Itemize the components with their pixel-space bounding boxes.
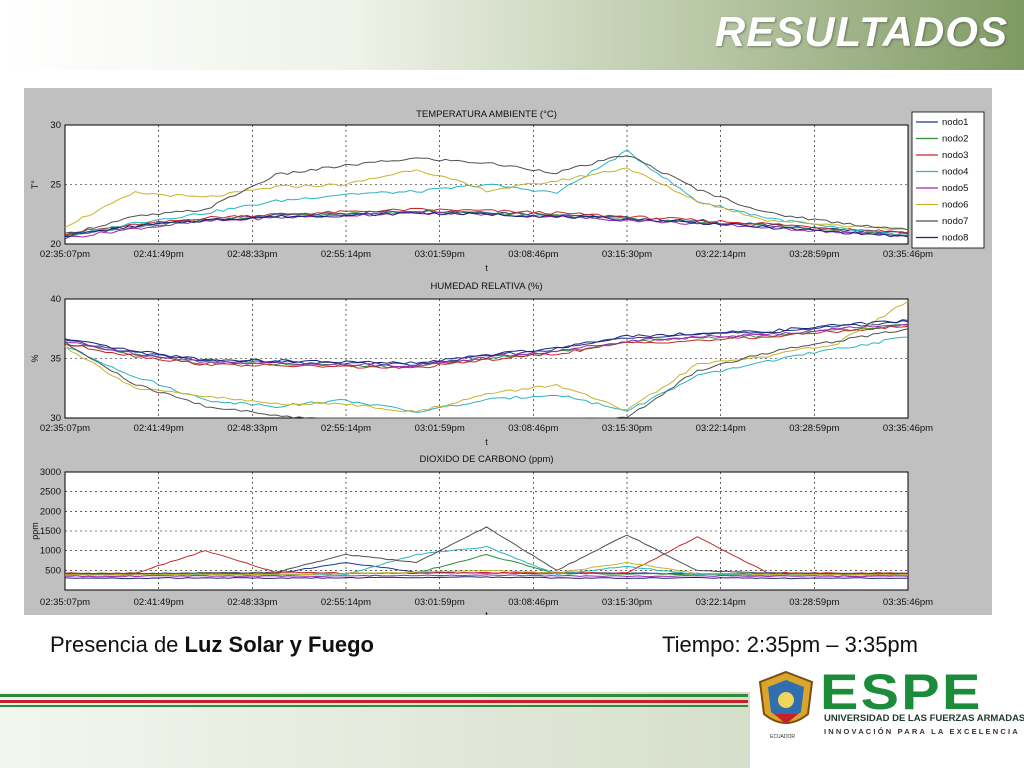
x-tick-label: 03:08:46pm	[508, 249, 558, 260]
y-tick-label: 1000	[40, 546, 61, 557]
espe-logo-text: ESPE	[820, 664, 983, 720]
footer-stripe-red	[0, 700, 748, 703]
legend-label-nodo3: nodo3	[942, 150, 968, 161]
legend-label-nodo2: nodo2	[942, 134, 968, 145]
x-tick-label: 03:28:59pm	[789, 249, 839, 260]
y-axis-label: ppm	[30, 522, 40, 540]
x-tick-label: 03:15:30pm	[602, 597, 652, 608]
x-tick-label: 03:01:59pm	[415, 597, 465, 608]
legend-label-nodo1: nodo1	[942, 117, 968, 128]
x-tick-label: 03:08:46pm	[508, 423, 558, 434]
legend-label-nodo8: nodo8	[942, 233, 968, 244]
x-tick-label: 02:41:49pm	[134, 597, 184, 608]
legend-label-nodo4: nodo4	[942, 167, 968, 178]
x-tick-label: 02:55:14pm	[321, 423, 371, 434]
x-tick-label: 03:15:30pm	[602, 423, 652, 434]
y-tick-label: 2000	[40, 506, 61, 517]
x-tick-label: 03:22:14pm	[696, 249, 746, 260]
series-line-nodo8	[64, 211, 909, 238]
series-line-nodo4	[64, 336, 909, 413]
series-line-nodo7	[64, 155, 909, 234]
charts-svg: 02:35:07pm 02:41:49pm 02:48:33pm 02:55:14pm…	[30, 109, 985, 615]
series-line-nodo6	[64, 300, 909, 413]
y-tick-label: 30	[50, 413, 61, 424]
chart-1: 02:35:07pm 02:41:49pm 02:48:33pm 02:55:14pm…	[30, 109, 985, 273]
series-line-nodo6	[64, 167, 909, 231]
x-tick-label: 02:35:07pm	[40, 423, 90, 434]
series-line-nodo7	[64, 526, 909, 575]
x-tick-label: 03:35:46pm	[883, 249, 933, 260]
series-line-nodo8	[64, 576, 908, 580]
chart-title: HUMEDAD RELATIVA (%)	[430, 281, 542, 292]
y-tick-label: 30	[50, 120, 61, 131]
chart-3: 02:35:07pm 02:41:49pm 02:48:33pm 02:55:14pm…	[30, 454, 933, 615]
y-tick-label: 3000	[40, 467, 61, 478]
series-line-nodo4	[64, 545, 909, 576]
crest-icon	[758, 670, 814, 724]
university-motto: INNOVACIÓN PARA LA EXCELENCIA	[824, 727, 1020, 736]
x-tick-label: 03:01:59pm	[415, 249, 465, 260]
series-line-nodo5	[64, 323, 909, 368]
series-line-nodo4	[64, 149, 909, 238]
x-tick-label: 03:28:59pm	[789, 597, 839, 608]
caption-bold: Luz Solar y Fuego	[184, 632, 374, 657]
footer-stripe-green	[0, 694, 748, 697]
series-line-nodo7	[64, 328, 909, 419]
slide-title: RESULTADOS	[714, 8, 1008, 55]
chart-title: TEMPERATURA AMBIENTE (°C)	[416, 109, 557, 120]
x-tick-label: 03:15:30pm	[602, 249, 652, 260]
x-tick-label: 03:22:14pm	[696, 423, 746, 434]
series-line-nodo3	[64, 207, 909, 236]
legend-label-nodo7: nodo7	[942, 216, 968, 227]
x-tick-label: 02:48:33pm	[227, 597, 277, 608]
x-tick-label: 03:08:46pm	[508, 597, 558, 608]
y-tick-label: 25	[50, 180, 61, 191]
x-axis-label: t	[485, 437, 488, 447]
series-line-nodo5	[64, 574, 909, 578]
y-tick-label: 2500	[40, 487, 61, 498]
caption-conditions: Presencia de Luz Solar y Fuego	[50, 632, 374, 658]
legend-box	[911, 111, 985, 249]
footer-stripe-green-2	[0, 705, 748, 707]
y-tick-label: 35	[50, 354, 61, 365]
x-tick-label: 03:28:59pm	[789, 423, 839, 434]
y-tick-label: 500	[45, 565, 61, 576]
caption-prefix: Presencia de	[50, 632, 185, 657]
x-tick-label: 02:35:07pm	[40, 249, 90, 260]
x-tick-label: 03:35:46pm	[883, 597, 933, 608]
x-tick-label: 02:48:33pm	[227, 249, 277, 260]
university-name: UNIVERSIDAD DE LAS FUERZAS ARMADAS	[824, 713, 1024, 724]
x-tick-label: 02:55:14pm	[321, 597, 371, 608]
y-axis-label: T°	[30, 180, 40, 189]
x-axis-label: t	[485, 610, 488, 615]
caption-time: Tiempo: 2:35pm – 3:35pm	[662, 632, 918, 657]
x-tick-label: 02:41:49pm	[134, 423, 184, 434]
x-tick-label: 02:35:07pm	[40, 597, 90, 608]
series-line-nodo8	[64, 319, 909, 365]
x-tick-label: 03:01:59pm	[415, 423, 465, 434]
x-tick-label: 02:48:33pm	[227, 423, 277, 434]
x-tick-label: 02:55:14pm	[321, 249, 371, 260]
legend-label-nodo6: nodo6	[942, 200, 968, 211]
chart-title: DIOXIDO DE CARBONO (ppm)	[419, 454, 553, 465]
y-axis-label: %	[30, 354, 40, 362]
x-axis-label: t	[485, 263, 488, 273]
x-tick-label: 02:41:49pm	[134, 249, 184, 260]
y-tick-label: 1500	[40, 526, 61, 537]
x-tick-label: 03:35:46pm	[883, 423, 933, 434]
y-tick-label: 40	[50, 294, 61, 305]
figure-panel: 02:35:07pm 02:41:49pm 02:48:33pm 02:55:14pm…	[24, 88, 992, 615]
series-line-nodo6	[64, 561, 909, 576]
y-tick-label: 20	[50, 239, 61, 250]
crest-label: ECUADOR	[770, 734, 796, 740]
chart-2: 02:35:07pm 02:41:49pm 02:48:33pm 02:55:14pm…	[30, 281, 933, 447]
x-tick-label: 03:22:14pm	[696, 597, 746, 608]
legend-label-nodo5: nodo5	[942, 183, 968, 194]
header-band	[0, 0, 1024, 70]
